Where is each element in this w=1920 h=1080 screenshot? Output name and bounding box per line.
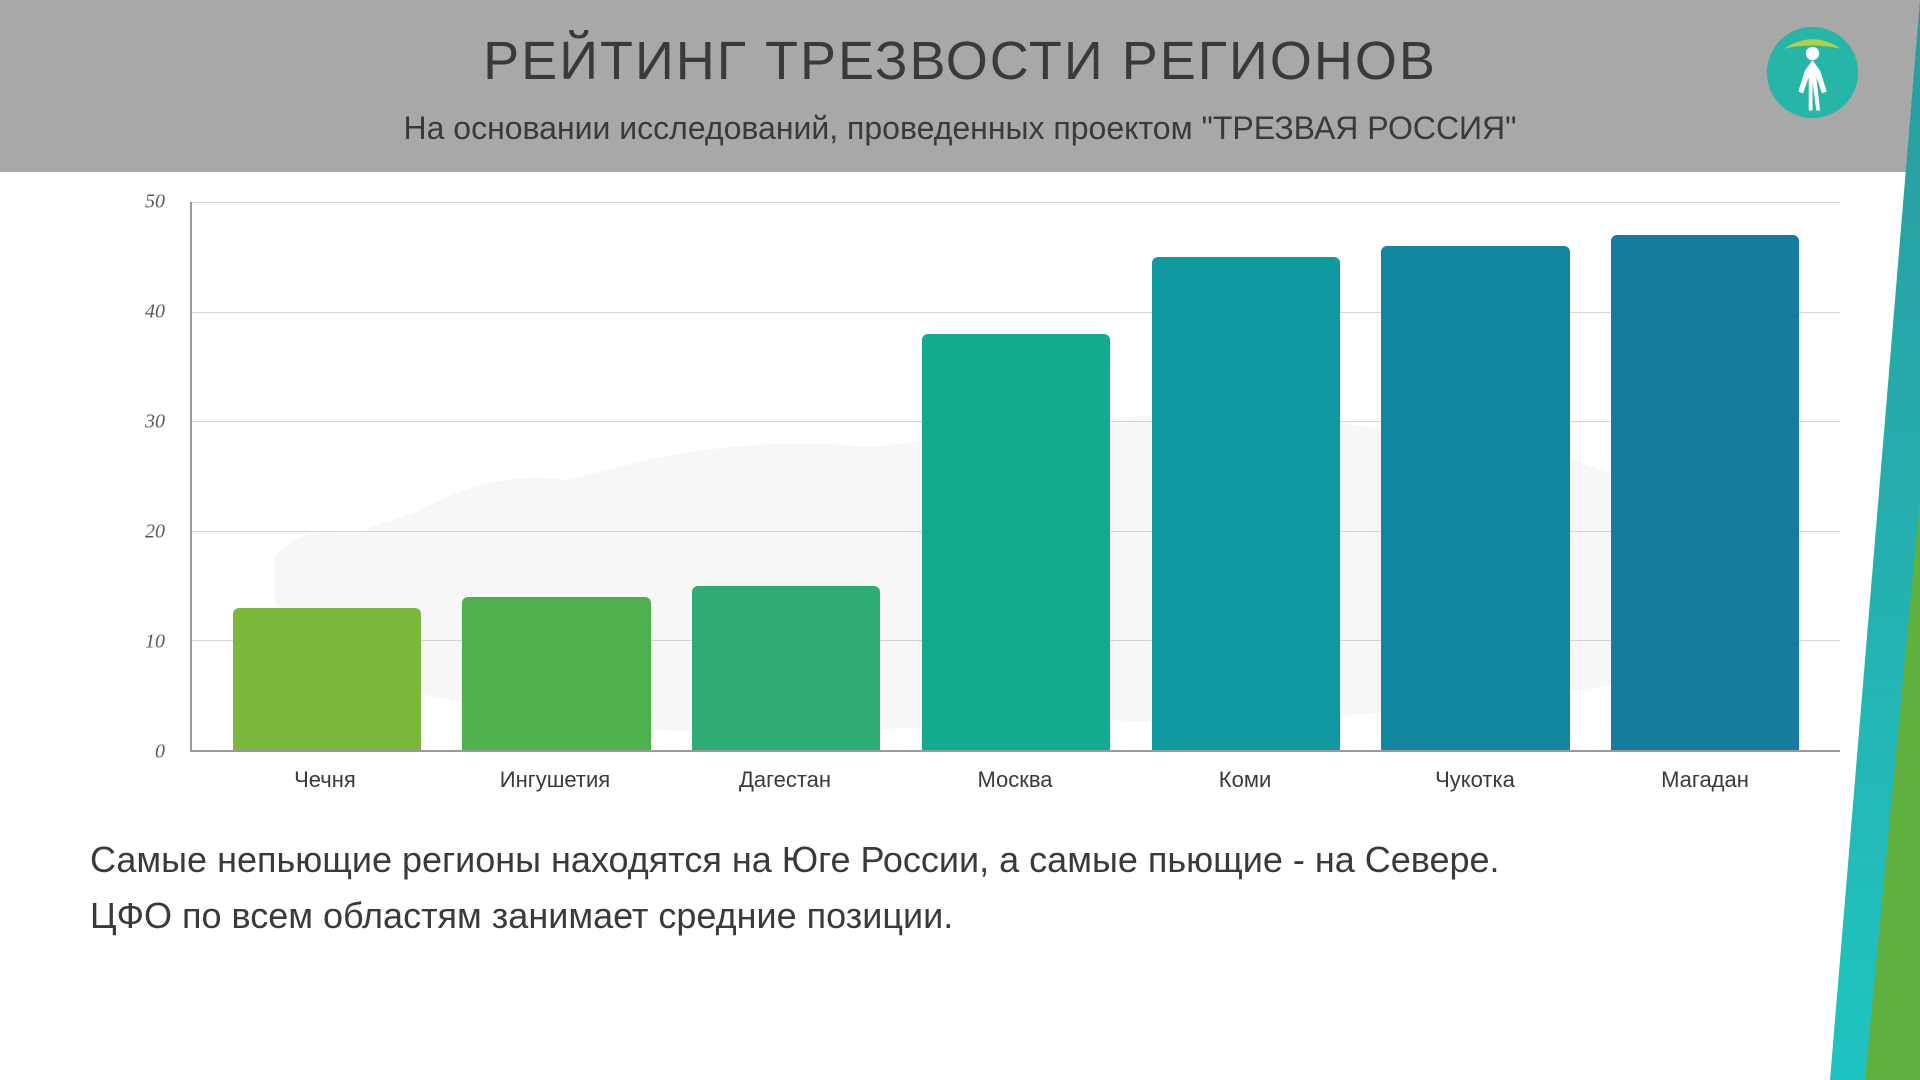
caption-line-2: ЦФО по всем областям занимает средние по… (90, 895, 953, 936)
page-subtitle: На основании исследований, проведенных п… (60, 110, 1860, 147)
y-tick-label: 30 (145, 411, 165, 434)
x-tick-label: Ингушетия (440, 757, 670, 812)
y-tick-label: 40 (145, 301, 165, 324)
bar (1152, 257, 1340, 750)
x-axis-labels: ЧечняИнгушетияДагестанМоскваКомиЧукоткаМ… (190, 757, 1840, 812)
y-tick-label: 10 (145, 631, 165, 654)
bar (233, 608, 421, 750)
logo-icon (1765, 25, 1860, 120)
caption-text: Самые непьющие регионы находятся на Юге … (90, 832, 1830, 944)
bar-wrapper (442, 202, 672, 750)
bar-wrapper (671, 202, 901, 750)
x-tick-label: Чукотка (1360, 757, 1590, 812)
header-bar: РЕЙТИНГ ТРЕЗВОСТИ РЕГИОНОВ На основании … (0, 0, 1920, 172)
x-tick-label: Дагестан (670, 757, 900, 812)
bar-wrapper (1361, 202, 1591, 750)
page-title: РЕЙТИНГ ТРЕЗВОСТИ РЕГИОНОВ (60, 30, 1860, 92)
bar (692, 586, 880, 750)
chart-container: 50 40 30 20 10 0 ЧечняИнгушетияДагестанМ… (120, 202, 1840, 812)
bar-wrapper (901, 202, 1131, 750)
x-tick-label: Чечня (210, 757, 440, 812)
bars-container (192, 202, 1840, 750)
plot-area (190, 202, 1840, 752)
bar (1611, 235, 1799, 750)
bar (922, 334, 1110, 750)
bar-wrapper (1590, 202, 1820, 750)
y-tick-label: 20 (145, 521, 165, 544)
caption-line-1: Самые непьющие регионы находятся на Юге … (90, 839, 1500, 880)
x-tick-label: Магадан (1590, 757, 1820, 812)
x-tick-label: Москва (900, 757, 1130, 812)
y-tick-label: 0 (155, 741, 165, 764)
bar-wrapper (1131, 202, 1361, 750)
y-tick-label: 50 (145, 191, 165, 214)
bar-wrapper (212, 202, 442, 750)
y-axis: 50 40 30 20 10 0 (120, 202, 180, 752)
bar (462, 597, 650, 750)
bar (1381, 246, 1569, 750)
x-tick-label: Коми (1130, 757, 1360, 812)
